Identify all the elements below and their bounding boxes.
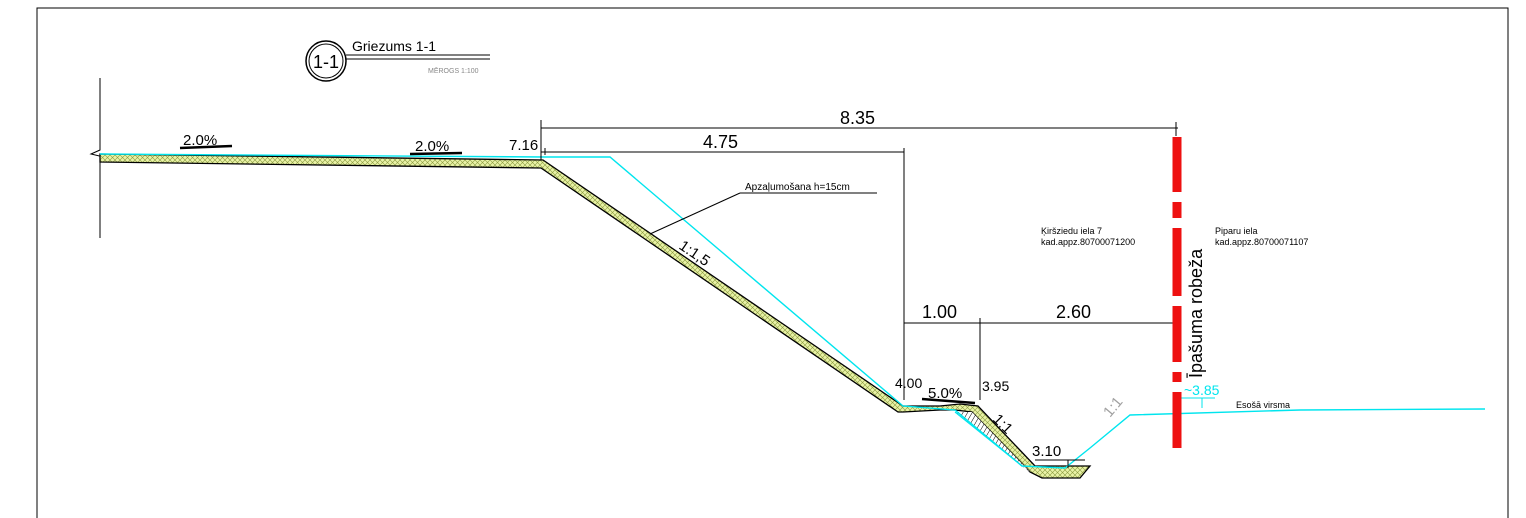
elev-top: 7.16 bbox=[509, 137, 538, 154]
section-badge-label: 1-1 bbox=[313, 52, 339, 72]
elev-existing: ~3.85 bbox=[1184, 382, 1220, 398]
greening-note: Apzaļumošana h=15cm bbox=[745, 182, 850, 193]
property-boundary-label: Īpašuma robeža bbox=[1186, 248, 1206, 378]
section-title: Griezums 1-1 bbox=[352, 38, 436, 54]
drawing-frame bbox=[37, 8, 1508, 518]
dim-ditch: 2.60 bbox=[1056, 302, 1091, 322]
parcel-right-street: Piparu iela bbox=[1215, 226, 1258, 236]
dim-berm: 1.00 bbox=[922, 302, 957, 322]
parcel-left-street: Ķiršziedu iela 7 bbox=[1041, 226, 1102, 236]
existing-surface-line bbox=[100, 154, 1485, 468]
elev-berm-left: 4.00 bbox=[895, 375, 922, 391]
scale-label: MĒROGS 1:100 bbox=[428, 67, 479, 75]
slope-mid: 5.0% bbox=[928, 385, 962, 402]
title-block: 1-1 Griezums 1-1 MĒROGS 1:100 bbox=[306, 38, 490, 81]
slope-right: 1:1 bbox=[1100, 394, 1126, 421]
slope-left-1: 2.0% bbox=[183, 132, 217, 149]
parcel-right-cadastre: kad.appz.80700071107 bbox=[1215, 237, 1308, 247]
elev-berm-right: 3.95 bbox=[982, 378, 1009, 394]
elev-ditch-bottom: 3.10 bbox=[1032, 443, 1061, 460]
slope-left-2: 2.0% bbox=[415, 138, 449, 155]
parcel-left-cadastre: kad.appz.80700071200 bbox=[1041, 237, 1135, 247]
existing-surface-label: Esošā virsma bbox=[1236, 400, 1290, 410]
dim-total: 8.35 bbox=[840, 108, 875, 128]
dim-slope-width: 4.75 bbox=[703, 132, 738, 152]
